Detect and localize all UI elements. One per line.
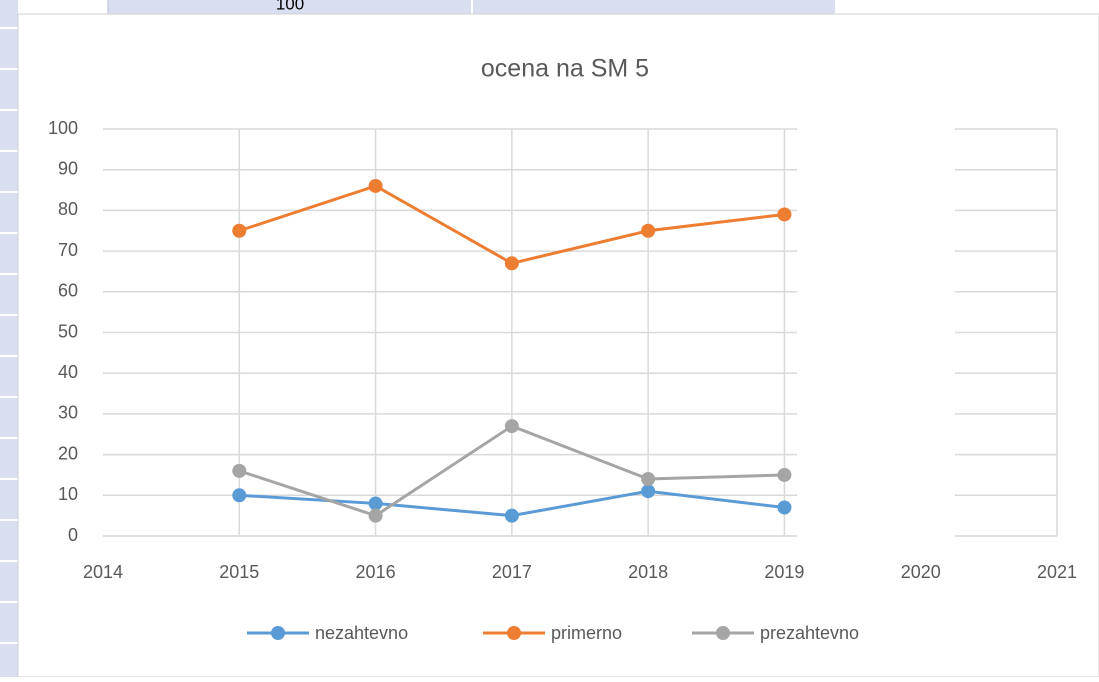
point [777, 467, 792, 482]
point [232, 463, 247, 478]
legend-label: primerno [551, 623, 622, 643]
x-tick-label: 2021 [1037, 562, 1077, 582]
x-tick-label: 2020 [901, 562, 941, 582]
x-tick-label: 2014 [83, 562, 123, 582]
point [504, 419, 519, 434]
plot: 0 10 20 30 40 50 60 70 80 90 100 2014 2015 2016 2017 20… [48, 118, 1077, 643]
x-tick-label: 2017 [492, 562, 532, 582]
point [232, 223, 247, 238]
point [641, 484, 656, 499]
legend-marker [507, 626, 521, 640]
occluder [797, 118, 955, 550]
y-tick-label: 10 [58, 484, 78, 504]
point [232, 488, 247, 503]
y-tick-label: 50 [58, 321, 78, 341]
cell-text: 100 [276, 0, 304, 13]
point [368, 178, 383, 193]
point [504, 256, 519, 271]
point [368, 508, 383, 523]
y-tick-label: 90 [58, 158, 78, 178]
y-tick-label: 30 [58, 403, 78, 423]
x-tick-label: 2019 [764, 562, 804, 582]
y-tick-label: 100 [48, 118, 78, 138]
point [777, 207, 792, 222]
chart-title: ocena na SM 5 [481, 55, 649, 83]
y-tick-label: 70 [58, 240, 78, 260]
y-tick-label: 20 [58, 443, 78, 463]
y-tick-label: 60 [58, 281, 78, 301]
point [504, 508, 519, 523]
legend-marker [716, 626, 730, 640]
point [641, 223, 656, 238]
x-tick-label: 2015 [219, 562, 259, 582]
point [777, 500, 792, 515]
row-gutter [0, 0, 18, 677]
legend-label: nezahtevno [315, 623, 408, 643]
point [641, 472, 656, 487]
y-tick-label: 80 [58, 199, 78, 219]
legend-marker [271, 626, 285, 640]
legend-label: prezahtevno [760, 623, 859, 643]
y-tick-label: 40 [58, 362, 78, 382]
x-tick-label: 2016 [356, 562, 396, 582]
x-tick-label: 2018 [628, 562, 668, 582]
point [368, 496, 383, 511]
row-lines [0, 27, 18, 644]
y-tick-label: 0 [68, 525, 78, 545]
